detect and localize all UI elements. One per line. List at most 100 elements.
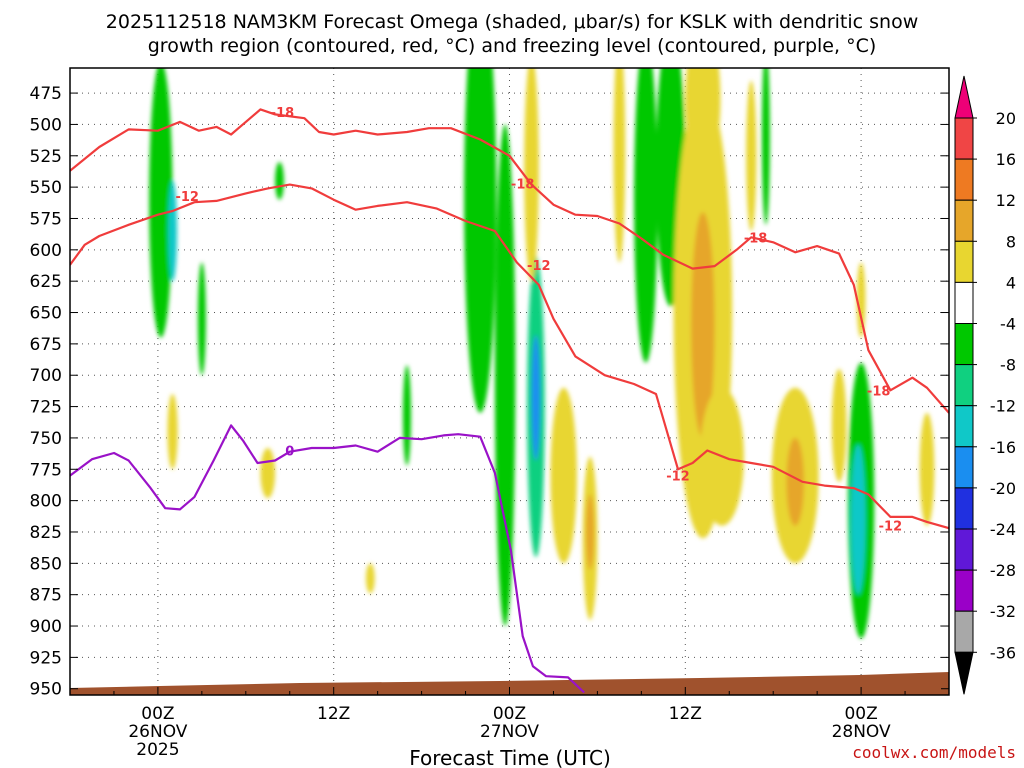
colorbar-label-4: 4 (1006, 273, 1016, 292)
colorbar-label-6: -8 (1000, 356, 1016, 375)
omega-blob-5 (260, 447, 276, 499)
x-tick-date-0: 26NOV (128, 722, 187, 742)
contour-label--18-0: -18 (271, 106, 295, 121)
x-tick-year-0: 2025 (136, 740, 179, 760)
omega-blob-31 (919, 412, 935, 526)
contour-line--18 (70, 108, 949, 414)
contour-label--18-1: -18 (511, 177, 535, 192)
colorbar: 20 16 12 8 4 -4 -8 -12 -16 -20 -24 -28 -32 -36 (954, 75, 1016, 695)
colorbar-bottom-arrow (954, 651, 974, 695)
colorbar-label-10: -24 (990, 520, 1016, 539)
colorbar-segment-6 (954, 323, 974, 366)
y-tick-label-900: 900 (30, 617, 62, 637)
colorbar-segment-12 (954, 569, 974, 612)
y-tick-label-875: 875 (30, 586, 62, 606)
y-tick-label-825: 825 (30, 523, 62, 543)
contour-label--18-2: -18 (744, 231, 768, 246)
colorbar-label-13: -36 (990, 643, 1016, 662)
chart-title-line2: growth region (contoured, red, °C) and f… (148, 35, 877, 57)
contour-label--12-2: -12 (666, 470, 690, 485)
ground-fill (70, 672, 949, 695)
omega-blob-15 (586, 494, 595, 570)
y-tick-label-750: 750 (30, 429, 62, 449)
colorbar-label-11: -28 (990, 561, 1016, 580)
omega-blob-28 (856, 262, 866, 338)
colorbar-label-8: -16 (990, 438, 1016, 457)
y-tick-label-475: 475 (30, 84, 62, 104)
omega-blob-19 (634, 68, 658, 363)
x-tick-label-2: 00Z (493, 704, 526, 724)
colorbar-label-5: -4 (1000, 315, 1016, 334)
omega-blob-7 (402, 365, 411, 466)
y-axis: 475 500 525 550 575 600 625 650 675 700 725 750 775 8… (30, 84, 949, 700)
omega-blob-23 (761, 68, 770, 225)
colorbar-segment-2 (954, 158, 974, 201)
colorbar-segment-3 (954, 199, 974, 242)
omega-blob-30 (850, 444, 866, 595)
contour-label--12-3: -12 (879, 520, 903, 535)
x-tick-date-2: 27NOV (480, 722, 539, 742)
omega-blob-0 (149, 68, 173, 338)
x-tick-label-4: 00Z (844, 704, 877, 724)
omega-blob-11 (531, 335, 541, 461)
omega-blob-1 (168, 180, 177, 282)
omega-blob-8 (464, 68, 497, 413)
omega-blob-4 (167, 394, 178, 470)
x-tick-label-0: 00Z (141, 704, 174, 724)
colorbar-segment-1 (954, 117, 974, 160)
colorbar-label-1: 16 (996, 150, 1016, 169)
x-tick-label-1: 12Z (317, 704, 350, 724)
y-tick-label-500: 500 (30, 115, 62, 135)
contour-label--12-0: -12 (175, 190, 199, 205)
y-tick-label-600: 600 (30, 241, 62, 261)
colorbar-label-7: -12 (990, 397, 1016, 416)
temperature-contours: -18 -18 -18 -18 -12 -12 -12 -12 0 (70, 106, 949, 694)
y-tick-label-800: 800 (30, 492, 62, 512)
credit-text: coolwx.com/models (852, 743, 1016, 762)
y-tick-label-850: 850 (30, 554, 62, 574)
omega-blob-27 (831, 368, 847, 482)
omega-blob-2 (197, 262, 206, 376)
colorbar-label-9: -20 (990, 479, 1016, 498)
colorbar-segment-10 (954, 487, 974, 530)
contour-line-0 (70, 424, 585, 694)
colorbar-segment-8 (954, 405, 974, 448)
colorbar-segment-7 (954, 364, 974, 407)
omega-blob-26 (786, 437, 804, 526)
contour-label--12-1: -12 (527, 259, 551, 274)
contour-label--18-3: -18 (867, 384, 891, 399)
terrain-ground (70, 672, 949, 695)
omega-blob-13 (550, 387, 577, 564)
y-tick-label-775: 775 (30, 460, 62, 480)
y-tick-label-700: 700 (30, 366, 62, 386)
y-tick-label-625: 625 (30, 272, 62, 292)
y-tick-label-650: 650 (30, 304, 62, 324)
x-tick-label-3: 12Z (669, 704, 702, 724)
colorbar-segment-4 (954, 240, 974, 283)
omega-blob-16 (613, 68, 626, 263)
y-tick-label-675: 675 (30, 335, 62, 355)
omega-blob-22 (746, 80, 757, 232)
omega-blob-3 (275, 162, 284, 200)
y-tick-label-575: 575 (30, 209, 62, 229)
colorbar-label-0: 20 (996, 109, 1016, 128)
contour-line--12 (70, 183, 949, 530)
colorbar-segment-9 (954, 446, 974, 489)
colorbar-segment-13 (954, 610, 974, 653)
y-tick-label-925: 925 (30, 648, 62, 668)
colorbar-label-2: 12 (996, 191, 1016, 210)
y-tick-label-950: 950 (30, 680, 62, 700)
colorbar-label-12: -32 (990, 602, 1016, 621)
chart-title-line1: 2025112518 NAM3KM Forecast Omega (shaded… (106, 11, 918, 33)
colorbar-segment-5 (954, 281, 974, 324)
colorbar-segment-11 (954, 528, 974, 571)
colorbar-top-arrow (954, 75, 974, 119)
y-tick-label-550: 550 (30, 178, 62, 198)
colorbar-label-3: 8 (1006, 232, 1016, 251)
x-axis-label: Forecast Time (UTC) (409, 746, 611, 768)
contour-label-0-0: 0 (285, 444, 294, 459)
omega-blob-6 (365, 563, 375, 594)
x-tick-date-4: 28NOV (832, 722, 891, 742)
